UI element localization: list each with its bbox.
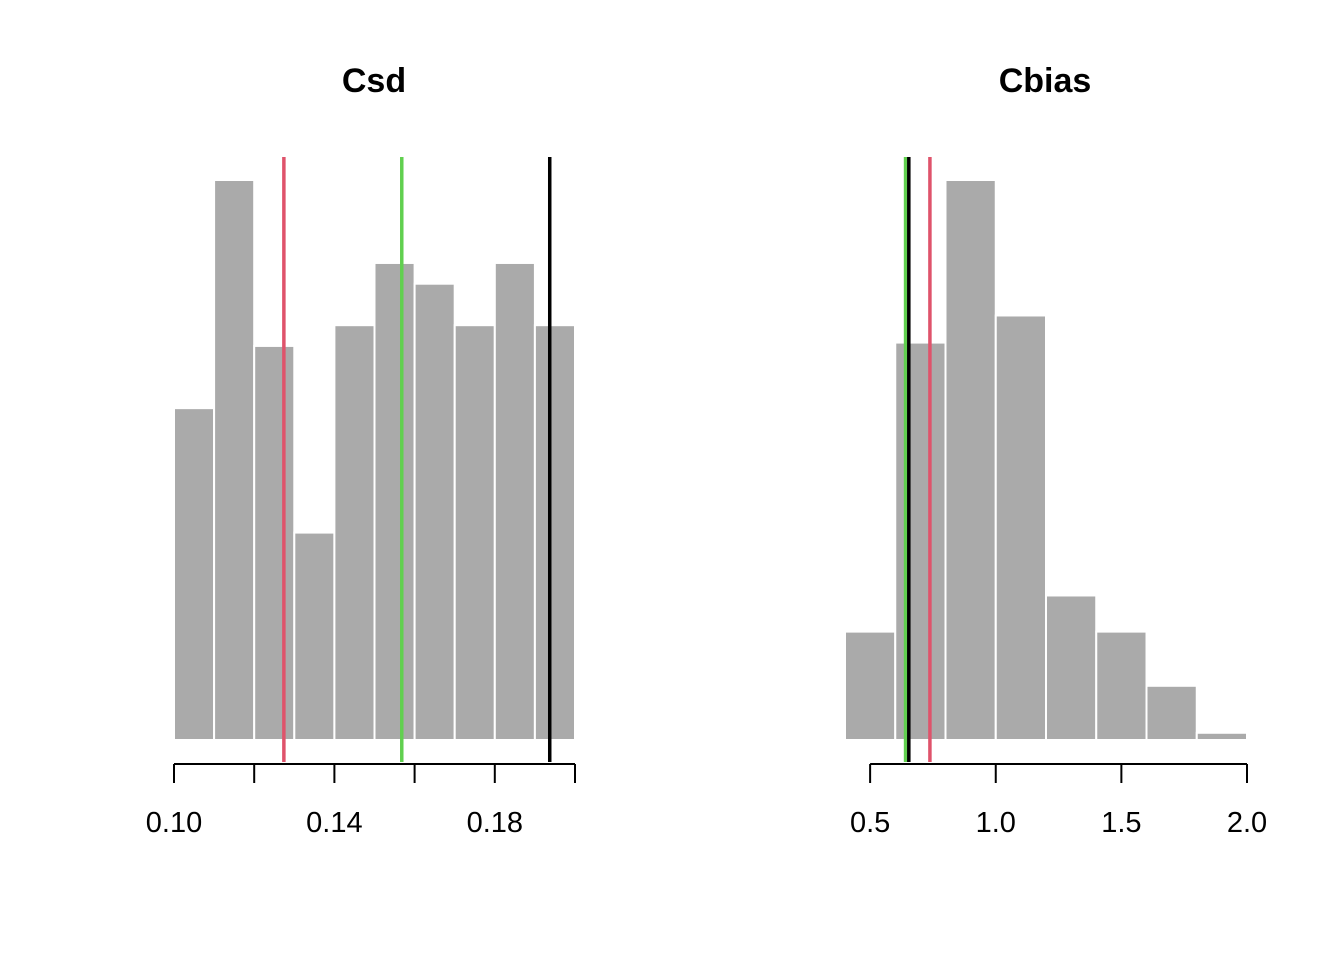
csd-panel-title: Csd [342,62,406,100]
csd-bar-0 [173,407,216,741]
csd-bar-3 [293,531,336,741]
csd-x-axis: 0.10 0.14 0.18 [146,763,576,839]
cbias-x-tick-label-3: 2.0 [1227,807,1267,839]
csd-x-tick-label-2: 0.14 [306,807,362,839]
cbias-x-tick-label-1: 1.0 [976,807,1016,839]
cbias-histogram-panel: Cbias 0.5 1.0 1.5 2.0 [844,62,1267,839]
csd-bar-4 [333,324,376,741]
cbias-x-tick-label-2: 1.5 [1101,807,1141,839]
cbias-bar-3 [994,314,1047,741]
csd-bars [173,179,577,741]
cbias-x-tick-label-0: 0.5 [850,807,890,839]
cbias-bar-0 [844,630,897,742]
csd-bar-6 [413,282,456,741]
csd-bar-8 [493,261,536,741]
csd-bar-7 [453,324,496,741]
cbias-bars [844,179,1248,742]
cbias-bar-2 [944,179,997,741]
csd-x-tick-label-4: 0.18 [467,807,523,839]
cbias-bar-7 [1195,731,1248,741]
cbias-panel-title: Cbias [999,62,1092,100]
csd-histogram-panel: Csd 0.10 0.14 0.18 [146,62,577,839]
csd-x-tick-label-0: 0.10 [146,807,202,839]
csd-bar-5 [373,261,416,741]
csd-bar-1 [213,179,256,741]
cbias-x-axis: 0.5 1.0 1.5 2.0 [850,763,1267,839]
csd-bar-9 [533,324,577,741]
cbias-bar-5 [1095,630,1148,742]
cbias-reference-lines [903,157,932,762]
csd-reference-lines [282,157,552,762]
cbias-bar-6 [1145,684,1198,742]
cbias-bar-4 [1045,594,1098,742]
csd-bar-2 [253,344,296,741]
cbias-bar-1 [894,341,947,741]
